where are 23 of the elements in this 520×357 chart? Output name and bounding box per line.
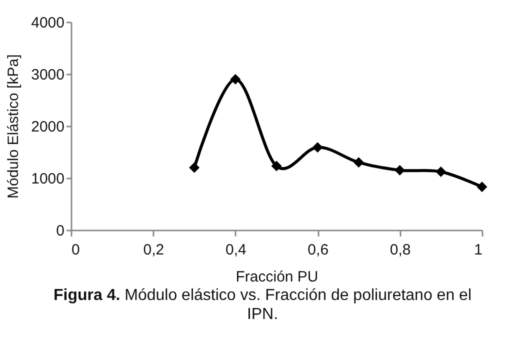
x-tick-label: 0,6	[308, 242, 329, 258]
text: Figura 4.	[54, 287, 120, 304]
y-tick-label: 0	[56, 222, 64, 240]
y-tick-label: 1000	[31, 170, 64, 188]
y-tick-label: 2000	[31, 118, 64, 136]
text: Módulo elástico vs. Fracción de poliuretano en el IPN.	[124, 287, 472, 323]
point	[436, 166, 446, 178]
x-tick-label: 0	[72, 242, 80, 258]
point	[230, 74, 241, 84]
y-tick-label: 3000	[31, 66, 64, 84]
point	[394, 164, 406, 176]
y-axis-title: Módulo Elástico [kPa]	[5, 54, 22, 199]
point	[312, 142, 323, 153]
point	[353, 157, 364, 168]
point	[189, 162, 200, 173]
y-tick-label: 4000	[31, 14, 64, 32]
point	[271, 160, 282, 172]
x-tick-label: 0,4	[225, 242, 246, 258]
x-tick-label: 0,2	[143, 242, 164, 258]
point	[476, 182, 488, 192]
x-tick-label: 0,8	[390, 242, 411, 258]
x-axis-title: Fracción PU	[236, 268, 318, 286]
x-tick-label: 1	[474, 242, 482, 258]
